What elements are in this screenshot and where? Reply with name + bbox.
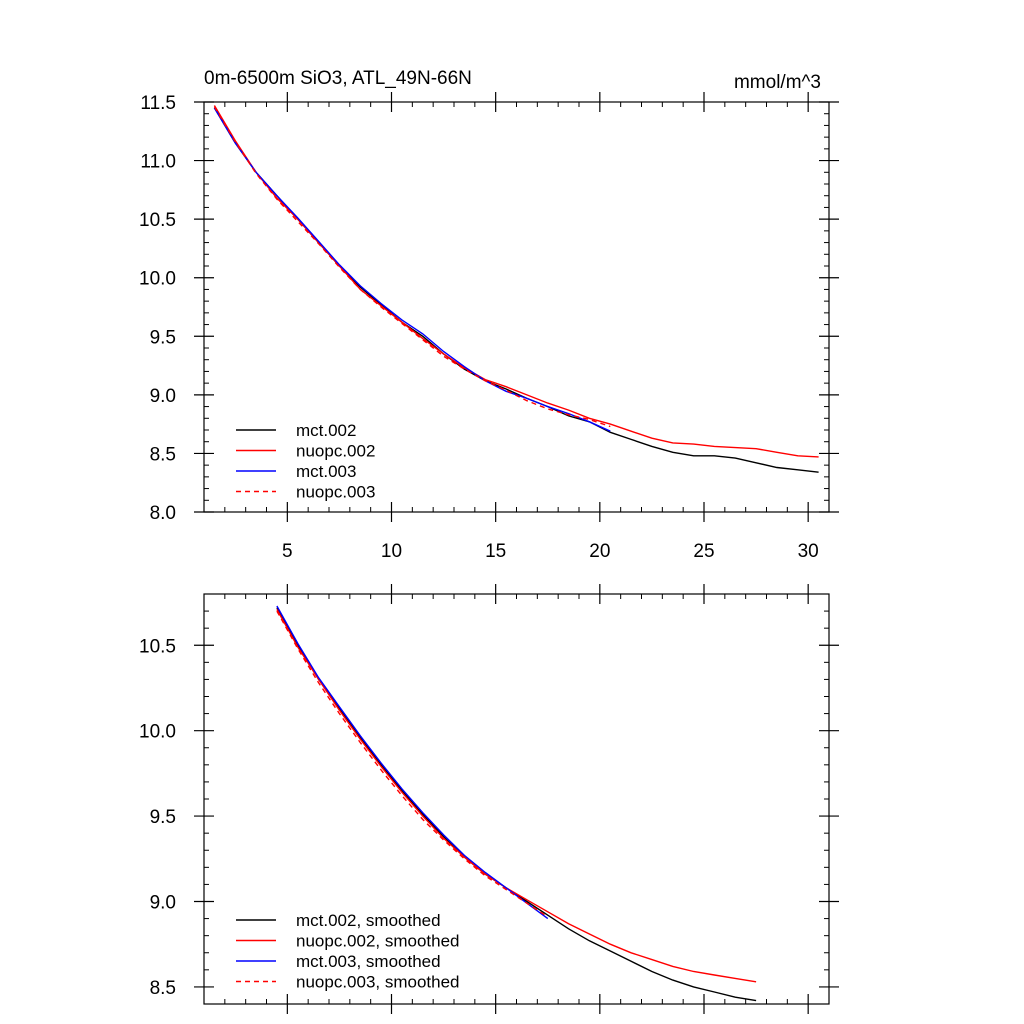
legend-label: mct.003, smoothed — [296, 952, 441, 971]
y-tick-label: 10.0 — [139, 722, 176, 743]
legend-label: mct.002 — [296, 421, 356, 440]
series-line-2 — [213, 105, 819, 458]
x-tick-label: 25 — [693, 541, 714, 562]
units-label: mmol/m^3 — [734, 72, 821, 93]
legend-label: nuopc.003 — [296, 483, 375, 502]
y-tick-label: 9.0 — [150, 386, 176, 407]
top-chart-panel: 5 10 15 20 25 30 8.0 8.5 9.0 9.5 10.0 10.5 11.0 11.5 0… — [139, 68, 839, 562]
y-tick-label: 8.5 — [150, 978, 176, 999]
y-tick-label: 9.5 — [150, 807, 176, 828]
y-tick-label: 10.5 — [139, 210, 176, 231]
legend-label: nuopc.003, smoothed — [296, 973, 460, 992]
series-line-1 — [213, 107, 819, 473]
y-tick-label: 8.0 — [150, 503, 176, 524]
x-tick-label: 15 — [485, 541, 506, 562]
y-tick-label: 9.5 — [150, 327, 176, 348]
series-line-4 — [213, 106, 611, 428]
y-tick-label: 8.5 — [150, 444, 176, 465]
x-tick-label: 20 — [589, 541, 610, 562]
y-tick-label: 11.5 — [140, 93, 176, 114]
y-tick-label: 11.0 — [140, 152, 176, 173]
bottom-chart-panel: 8.5 9.0 9.5 10.0 10.5 mct.002, smoothed nuopc.… — [139, 584, 839, 1014]
legend-label: nuopc.002 — [296, 442, 375, 461]
x-tick-label: 30 — [798, 541, 819, 562]
legend-label: mct.003 — [296, 462, 356, 481]
y-tick-label: 9.0 — [150, 893, 176, 914]
series-line-3 — [276, 605, 549, 920]
x-tick-label: 5 — [282, 541, 293, 562]
series-line-2 — [276, 609, 757, 983]
y-tick-label: 10.0 — [139, 269, 176, 290]
legend-label: nuopc.002, smoothed — [296, 932, 460, 951]
legend-label: mct.002, smoothed — [296, 911, 441, 930]
series-line-3 — [213, 107, 611, 432]
series-line-4 — [276, 610, 549, 918]
chart-title: 0m-6500m SiO3, ATL_49N-66N — [204, 68, 472, 89]
x-tick-label: 10 — [381, 541, 402, 562]
y-tick-label: 10.5 — [139, 636, 176, 657]
